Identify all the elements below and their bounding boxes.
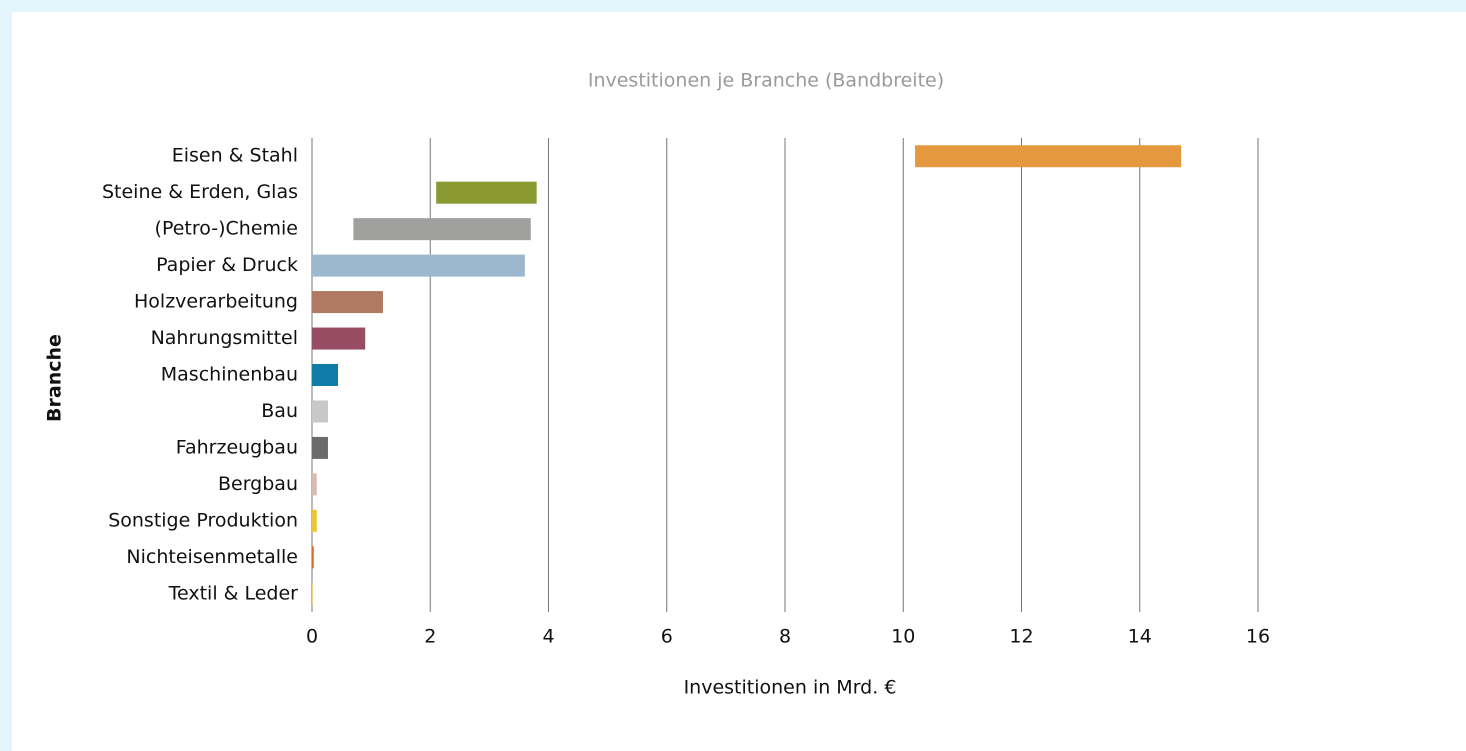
x-tick-label: 6 bbox=[661, 626, 673, 648]
y-tick-label: Maschinenbau bbox=[161, 364, 298, 386]
y-tick-label: Steine & Erden, Glas bbox=[102, 181, 298, 203]
y-tick-label: Bergbau bbox=[218, 473, 298, 495]
y-tick-label: Nahrungsmittel bbox=[151, 327, 298, 349]
x-tick-label: 2 bbox=[424, 626, 436, 648]
y-tick-label: Eisen & Stahl bbox=[172, 145, 298, 167]
bar bbox=[312, 509, 317, 532]
y-tick-label: Holzverarbeitung bbox=[134, 291, 298, 313]
x-tick-label: 14 bbox=[1128, 626, 1152, 648]
bar bbox=[312, 473, 317, 496]
bar bbox=[312, 400, 328, 423]
bar bbox=[353, 218, 531, 241]
y-tick-label: Nichteisenmetalle bbox=[126, 546, 298, 568]
x-tick-label: 10 bbox=[891, 626, 915, 648]
y-tick-label: Textil & Leder bbox=[168, 582, 299, 604]
y-tick-label: Papier & Druck bbox=[156, 254, 298, 276]
y-tick-label: Sonstige Produktion bbox=[108, 509, 298, 531]
x-tick-label: 0 bbox=[306, 626, 318, 648]
y-tick-label: Fahrzeugbau bbox=[176, 436, 298, 458]
y-tick-label: Bau bbox=[261, 400, 298, 422]
bar bbox=[312, 254, 525, 277]
bar bbox=[915, 145, 1182, 168]
chart-title: Investitionen je Branche (Bandbreite) bbox=[588, 70, 944, 92]
bar bbox=[312, 436, 328, 459]
x-tick-label: 4 bbox=[542, 626, 554, 648]
x-tick-label: 12 bbox=[1009, 626, 1033, 648]
x-axis-label: Investitionen in Mrd. € bbox=[684, 677, 897, 699]
bar bbox=[312, 582, 314, 605]
bar bbox=[312, 546, 314, 569]
y-tick-label: (Petro-)Chemie bbox=[155, 218, 298, 240]
bar bbox=[312, 327, 366, 350]
x-tick-label: 16 bbox=[1246, 626, 1270, 648]
bar bbox=[312, 291, 383, 314]
bar bbox=[312, 364, 339, 386]
chart-panel bbox=[12, 12, 1466, 751]
y-axis-label: Branche bbox=[44, 334, 66, 422]
x-tick-label: 8 bbox=[779, 626, 791, 648]
bar bbox=[436, 181, 537, 204]
